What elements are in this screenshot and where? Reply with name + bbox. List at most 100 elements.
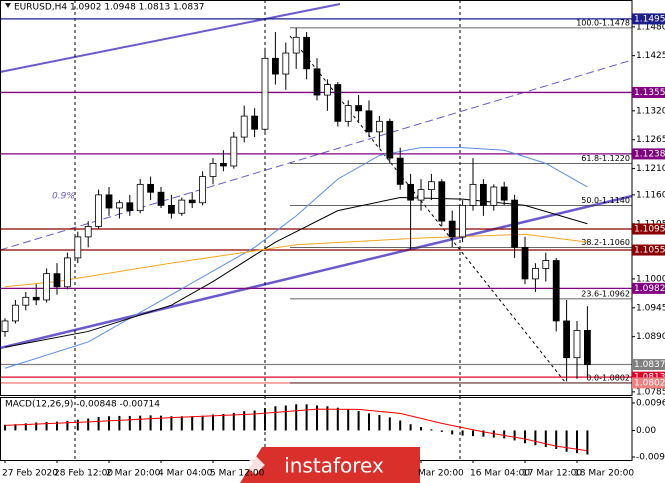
y-tick-label: 1.1210 xyxy=(636,164,665,174)
macd-bar xyxy=(149,415,152,431)
macd-bar xyxy=(503,430,506,439)
fib-label: 23.6-1.0962 xyxy=(581,289,630,298)
candle-body xyxy=(344,105,352,122)
x-tick-label: 2 Mar 20:00 xyxy=(106,469,161,479)
candle-body xyxy=(136,183,144,212)
macd-bar xyxy=(544,430,547,447)
channel-line xyxy=(0,59,633,251)
x-tick-label: Mar 20:00 xyxy=(418,469,464,479)
candle-body xyxy=(230,136,238,167)
level-label: 1.1055 xyxy=(634,246,665,256)
candle-body xyxy=(417,189,425,201)
candle-body xyxy=(532,268,539,280)
macd-tick-label: -0.00934 xyxy=(636,452,665,462)
macd-bar xyxy=(35,422,38,431)
macd-bar xyxy=(482,430,485,437)
fib-label: 100.0-1.1478 xyxy=(576,18,630,27)
candle-body xyxy=(542,260,550,269)
macd-bar xyxy=(305,404,308,431)
macd-bar xyxy=(378,415,381,431)
candle-body xyxy=(427,181,435,191)
level-box xyxy=(632,244,665,256)
candle-body xyxy=(355,105,363,112)
macd-bar xyxy=(576,430,578,454)
fib-label: 38.2-1.1060 xyxy=(581,238,630,247)
level-label: 1.0837 xyxy=(634,360,665,370)
level-label: 1.1238 xyxy=(634,149,665,159)
candle-body xyxy=(43,273,50,301)
macd-bar xyxy=(461,430,464,436)
macd-bar xyxy=(264,408,266,431)
candle-body xyxy=(552,260,560,322)
macd-bar xyxy=(45,421,48,431)
fib-label: 61.8-1.1220 xyxy=(581,154,630,163)
macd-bar xyxy=(388,417,391,431)
symbol-icon xyxy=(5,3,11,8)
macd-title: MACD(12,26,9) -0.00848 -0.00714 xyxy=(5,400,160,410)
trend-line xyxy=(0,3,341,73)
macd-bar xyxy=(118,415,121,431)
candle-body xyxy=(84,225,92,238)
level-box xyxy=(632,282,665,294)
chart-header: EURUSD,H4 1.0902 1.0948 1.0813 1.0837 xyxy=(14,3,205,13)
macd-bar xyxy=(316,405,318,431)
macd-bar xyxy=(555,430,558,449)
y-tick-label: 1.1320 xyxy=(636,106,665,116)
candle-body xyxy=(188,199,196,204)
macd-bar xyxy=(409,424,412,431)
x-tick-label: 16 Mar 04:00 xyxy=(470,469,530,479)
candle-body xyxy=(584,329,591,365)
candle-body xyxy=(240,115,248,138)
y-tick-label: 1.1000 xyxy=(636,274,665,284)
candle-body xyxy=(573,329,581,359)
candle-body xyxy=(365,110,373,133)
macd-bar xyxy=(274,406,277,431)
x-tick-label: 4 Mar 04:00 xyxy=(158,469,213,479)
level-box xyxy=(632,223,665,235)
macd-bar xyxy=(336,407,339,431)
plot-layer: 100.0-1.1478 61.8-1.1220 50.0-1.1140 38.2-1… xyxy=(0,18,632,455)
macd-bar xyxy=(170,416,173,431)
fib-label: 50.0-1.1140 xyxy=(581,196,630,205)
macd-bar xyxy=(430,429,433,431)
level-box xyxy=(632,13,665,25)
macd-bar xyxy=(565,430,568,452)
candle-body xyxy=(448,220,456,238)
candle-body xyxy=(500,186,508,201)
x-tick-label: 18 Mar 20:00 xyxy=(574,469,634,479)
candle-body xyxy=(167,204,175,214)
macd-bar xyxy=(451,430,454,435)
candle-body xyxy=(490,186,498,206)
macd-bar xyxy=(201,415,204,431)
candle-body xyxy=(261,57,269,130)
macd-bar xyxy=(284,405,287,431)
y-tick-label: 1.1480 xyxy=(636,22,665,32)
candle-body xyxy=(251,115,259,130)
level-box xyxy=(632,371,665,383)
candle-body xyxy=(386,120,394,159)
candle-body xyxy=(105,194,113,209)
macd-bar xyxy=(139,415,142,431)
candle-body xyxy=(126,202,134,212)
x-tick-label: 28 Feb 12:00 xyxy=(54,469,113,479)
candle-body xyxy=(563,320,570,359)
x-tick-label: 5 Mar 12:00 xyxy=(210,469,265,479)
candle-body xyxy=(74,236,82,259)
y-tick-label: 1.0945 xyxy=(636,303,665,313)
macd-bar xyxy=(326,406,329,431)
candle-body xyxy=(303,36,311,70)
candle-body xyxy=(209,162,217,177)
macd-bar xyxy=(357,411,360,431)
macd-bar xyxy=(368,413,370,431)
candle-body xyxy=(32,296,40,301)
y-tick-label: 1.0785 xyxy=(636,387,665,397)
macd-bar xyxy=(222,413,225,431)
macd-bar xyxy=(97,417,100,431)
watermark-band xyxy=(240,447,420,483)
candle-body xyxy=(95,194,102,227)
candle-body xyxy=(375,120,383,133)
fib-label: 0.0-1.0802 xyxy=(586,373,630,382)
candle-body xyxy=(116,202,123,209)
macd-bar xyxy=(399,420,402,431)
